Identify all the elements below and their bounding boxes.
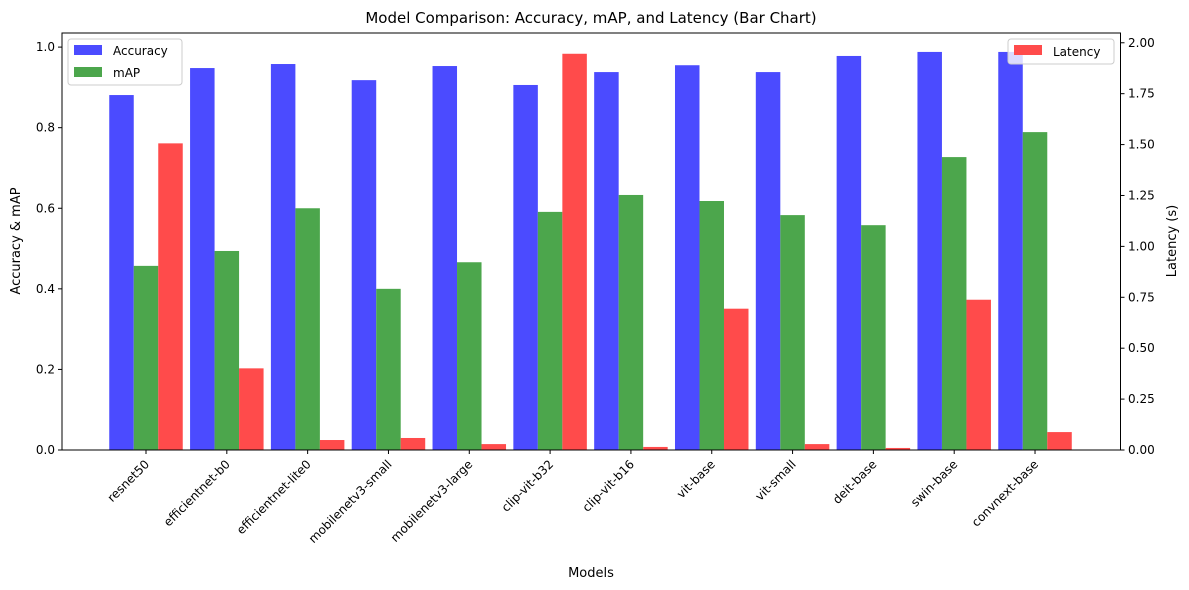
x-tick-label: clip-vit-b16: [580, 457, 637, 514]
bar-accuracy-swin-base: [917, 51, 942, 451]
y2-tick-label: 1.25: [1128, 188, 1155, 202]
x-tick-label: clip-vit-b32: [499, 457, 556, 514]
bar-latency-deit-base: [885, 447, 911, 450]
bar-latency-resnet50: [158, 143, 183, 450]
y-tick-label: 0.2: [36, 362, 55, 376]
y-tick-label: 0.0: [36, 443, 55, 457]
x-tick-label: resnet50: [105, 457, 153, 505]
bar-map-deit-base: [861, 225, 886, 450]
bar-map-efficientnet-b0: [214, 250, 240, 450]
bar-latency-clip-vit-b32: [562, 53, 587, 450]
bar-accuracy-convnext-base: [998, 51, 1023, 451]
x-tick-label: mobilenetv3-large: [388, 457, 476, 545]
y2-tick-label: 1.00: [1128, 239, 1155, 253]
bar-map-mobilenetv3-large: [457, 262, 482, 450]
y-tick-label: 0.8: [36, 121, 55, 135]
bar-latency-vit-small: [804, 444, 830, 450]
y-axis-label: Accuracy & mAP: [9, 187, 24, 294]
legend-left: Accuracy mAP: [67, 38, 183, 86]
bar-accuracy-clip-vit-b16: [594, 72, 619, 450]
y2-tick-label: 1.50: [1128, 138, 1155, 152]
legend-swatch-accuracy: [74, 45, 102, 55]
bar-accuracy-resnet50: [109, 95, 134, 450]
y-tick-label: 1.0: [36, 40, 55, 54]
legend-label-accuracy: Accuracy: [113, 44, 168, 58]
bar-map-clip-vit-b16: [618, 194, 644, 450]
y2-tick-label: 1.75: [1128, 87, 1155, 101]
bar-accuracy-vit-base: [674, 65, 700, 451]
bar-map-mobilenetv3-small: [376, 288, 401, 450]
legend-swatch-latency: [1014, 45, 1042, 55]
bar-latency-vit-base: [723, 308, 749, 450]
bar-accuracy-efficientnet-b0: [190, 68, 215, 450]
x-tick-label: swin-base: [908, 457, 960, 509]
bar-latency-mobilenetv3-large: [481, 444, 507, 450]
y2-tick-label: 0.25: [1128, 392, 1155, 406]
x-tick-label: deit-base: [830, 457, 879, 506]
bar-map-vit-base: [699, 201, 724, 450]
legend-label-map: mAP: [113, 66, 140, 80]
x-tick-label: efficientnet-lite0: [234, 457, 314, 537]
x-tick-label: efficientnet-b0: [161, 457, 233, 529]
bar-map-convnext-base: [1022, 132, 1048, 450]
bar-latency-mobilenetv3-small: [400, 437, 426, 450]
y2-axis-label: Latency (s): [1165, 205, 1180, 277]
chart-title: Model Comparison: Accuracy, mAP, and Lat…: [365, 9, 816, 27]
x-axis-label: Models: [568, 566, 614, 581]
bar-latency-efficientnet-lite0: [319, 440, 345, 450]
plot-frame: [61, 32, 1121, 451]
bar-map-efficientnet-lite0: [295, 208, 320, 450]
bar-latency-clip-vit-b16: [643, 446, 668, 450]
legend-right: Latency: [1007, 38, 1115, 65]
y2-tick-label: 0.00: [1128, 443, 1155, 457]
bar-latency-convnext-base: [1047, 432, 1072, 450]
bar-map-swin-base: [941, 157, 967, 450]
bar-accuracy-vit-small: [755, 72, 781, 450]
x-tick-label: vit-small: [752, 457, 798, 503]
bar-map-clip-vit-b32: [537, 211, 563, 450]
bar-accuracy-mobilenetv3-small: [351, 80, 377, 450]
bar-accuracy-clip-vit-b32: [513, 84, 538, 451]
bar-latency-swin-base: [966, 299, 991, 450]
x-tick-label: convnext-base: [969, 457, 1041, 529]
bar-map-resnet50: [133, 265, 159, 450]
bar-latency-efficientnet-b0: [239, 368, 264, 450]
bar-accuracy-deit-base: [836, 55, 862, 451]
x-tick-label: vit-base: [674, 457, 718, 501]
y-tick-label: 0.6: [36, 201, 55, 215]
bar-map-vit-small: [780, 215, 805, 450]
bar-accuracy-mobilenetv3-large: [432, 66, 458, 450]
legend-label-latency: Latency: [1053, 45, 1100, 59]
y-tick-label: 0.4: [36, 282, 55, 296]
legend-swatch-map: [74, 67, 102, 77]
y2-tick-label: 2.00: [1128, 36, 1155, 50]
x-tick-label: mobilenetv3-small: [306, 457, 395, 546]
y2-tick-label: 0.75: [1128, 290, 1155, 304]
bar-accuracy-efficientnet-lite0: [270, 64, 296, 450]
y2-tick-label: 0.50: [1128, 341, 1155, 355]
